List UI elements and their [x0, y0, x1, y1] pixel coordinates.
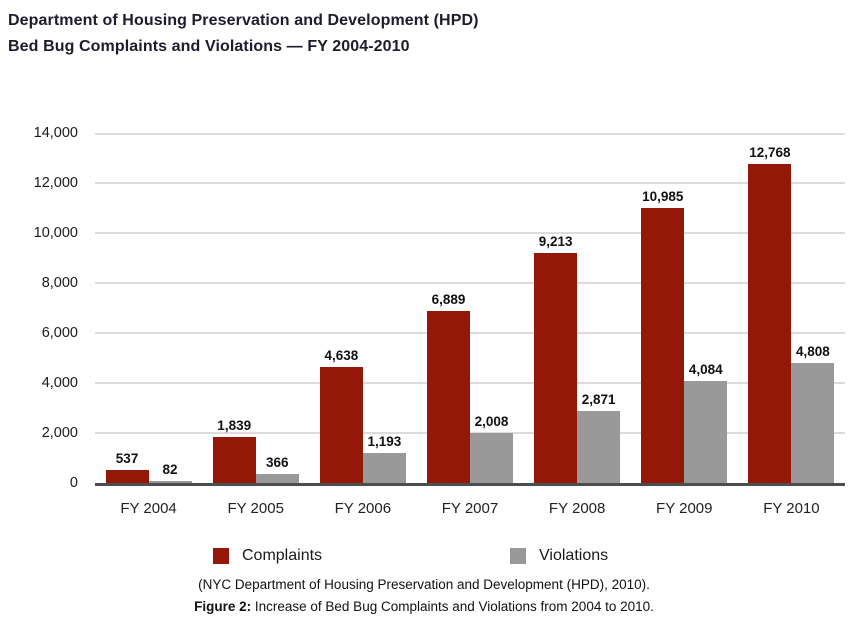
y-axis-tick-label: 6,000	[41, 325, 78, 341]
bar-value-label: 537	[115, 450, 139, 466]
bar-value-label: 1,839	[217, 418, 252, 434]
violations-bar-fy-2009: 4,084	[684, 362, 728, 483]
violations-bar-fy-2004: 82	[148, 462, 192, 483]
x-axis-tick-label: FY 2007	[441, 500, 499, 517]
figure-caption-block: (NYC Department of Housing Preservation …	[0, 574, 848, 618]
bar-value-label: 4,084	[688, 361, 723, 377]
y-axis-tick-label: 12,000	[33, 175, 78, 191]
bar-value-label: 12,768	[749, 144, 791, 160]
x-axis-labels: FY 2004 FY 2005 FY 2006 FY 2007 FY 2008 FY 20…	[95, 486, 845, 517]
y-axis-tick-label: 10,000	[33, 225, 78, 241]
legend-label-violations: Violations	[539, 547, 609, 564]
complaints-bar-fy-2006: 4,638	[319, 348, 363, 483]
violations-bar-fy-2007: 2,008	[469, 414, 513, 483]
bar-value-label: 2,871	[581, 392, 616, 408]
chart-title: Department of Housing Preservation and D…	[8, 8, 479, 60]
y-axis-labels: 0 2,000 4,000 6,000 8,000 10,000 12,000 14,000	[0, 125, 78, 491]
gridline	[95, 133, 845, 135]
source-citation: (NYC Department of Housing Preservation …	[198, 577, 650, 592]
plot-area: 537 82 1,839 366 4,638 1,193 6,889 2,008 9,213 2,…	[95, 133, 845, 486]
gridline	[95, 282, 845, 285]
gridline	[95, 382, 845, 385]
y-axis-tick-label: 14,000	[33, 125, 78, 141]
bar-group-fy-2005: 1,839 366	[202, 133, 309, 483]
y-axis-tick-label: 8,000	[41, 275, 78, 292]
y-axis-tick-label: 0	[69, 475, 78, 491]
violations-bar-fy-2010: 4,808	[791, 344, 835, 483]
bar-value-label: 2,008	[474, 413, 509, 429]
gridline	[95, 182, 845, 184]
y-axis-tick-label: 2,000	[41, 425, 78, 442]
gridline	[95, 332, 845, 334]
bar-group-fy-2010: 12,768 4,808	[738, 133, 845, 483]
legend: Complaints Violations	[95, 547, 845, 565]
bar-value-label: 6,889	[431, 291, 466, 307]
chart-title-line2: Bed Bug Complaints and Violations — FY 2…	[8, 38, 410, 55]
violations-bar-fy-2005: 366	[255, 455, 299, 483]
violations-bar-fy-2008: 2,871	[577, 392, 621, 483]
legend-item-violations: Violations	[510, 547, 608, 565]
bar-value-label: 9,213	[538, 233, 573, 249]
complaints-bar-fy-2007: 6,889	[426, 292, 470, 483]
bar-group-fy-2007: 6,889 2,008	[416, 133, 523, 483]
x-axis-tick-label: FY 2006	[334, 500, 392, 517]
complaints-bar-fy-2009: 10,985	[641, 189, 685, 483]
violations-bar-fy-2006: 1,193	[362, 434, 406, 483]
complaints-bar-fy-2010: 12,768	[748, 145, 792, 483]
x-axis-tick-label: FY 2004	[120, 500, 177, 517]
bar-group-fy-2004: 537 82	[95, 133, 202, 483]
bar-value-label: 4,808	[796, 343, 830, 359]
x-axis-tick-label: FY 2005	[227, 500, 284, 517]
bar-value-label: 1,193	[367, 434, 402, 450]
bar-group-fy-2006: 4,638 1,193	[309, 133, 416, 483]
complaints-bar-fy-2004: 537	[105, 451, 149, 483]
figure-caption-label: Figure 2:	[194, 599, 252, 614]
complaints-bar-fy-2008: 9,213	[534, 234, 578, 483]
bar-value-label: 10,985	[642, 189, 684, 205]
figure-caption-text: Increase of Bed Bug Complaints and Viola…	[251, 599, 654, 614]
bar-value-label: 366	[265, 454, 289, 470]
gridline	[95, 232, 845, 234]
legend-label-complaints: Complaints	[242, 547, 323, 564]
bar-group-fy-2008: 9,213 2,871	[524, 133, 631, 483]
complaints-swatch	[213, 548, 229, 564]
y-axis-tick-label: 4,000	[41, 375, 78, 392]
bar-group-fy-2009: 10,985 4,084	[631, 133, 738, 483]
bar-value-label: 82	[162, 461, 178, 477]
legend-item-complaints: Complaints	[213, 547, 322, 565]
bar-value-label: 4,638	[324, 348, 359, 364]
figure-caption: Figure 2: Increase of Bed Bug Complaints…	[0, 596, 848, 618]
chart-title-line1: Department of Housing Preservation and D…	[8, 12, 479, 29]
bars-row: 537 82 1,839 366 4,638 1,193 6,889 2,008 9,213 2,…	[95, 133, 845, 483]
x-axis-tick-label: FY 2009	[656, 500, 713, 517]
violations-swatch	[510, 548, 527, 564]
x-axis-tick-label: FY 2008	[548, 500, 606, 517]
x-axis-tick-label: FY 2010	[763, 500, 820, 517]
complaints-bar-fy-2005: 1,839	[212, 418, 256, 483]
